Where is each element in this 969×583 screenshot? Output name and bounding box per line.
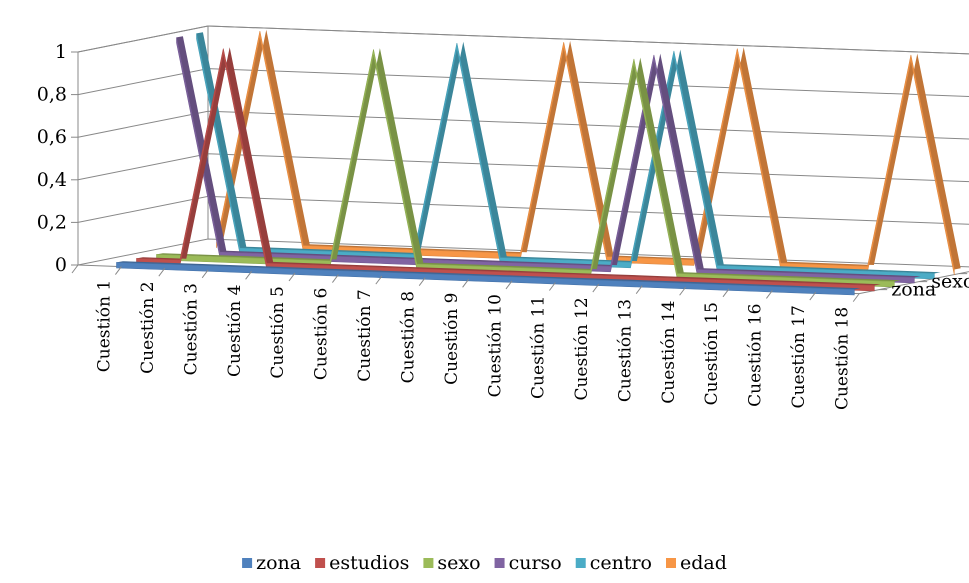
x-tick-mark — [679, 286, 686, 296]
legend-swatch — [494, 558, 505, 568]
series-zona — [116, 261, 861, 296]
x-tick-mark — [766, 290, 773, 299]
depth-tick-label: sexo — [931, 271, 969, 293]
x-tick-label: Cuestión 8 — [399, 291, 419, 383]
x-tick-mark — [158, 267, 166, 277]
series-sexo — [156, 48, 901, 288]
x-tick-label: Cuestión 10 — [485, 294, 505, 397]
x-tick-mark — [418, 277, 426, 287]
legend-swatch — [666, 558, 676, 568]
gridline — [77, 25, 969, 55]
series-line — [156, 49, 895, 288]
x-tick-label: Cuestión 13 — [615, 299, 635, 402]
x-tick-mark — [288, 272, 296, 282]
x-tick-mark — [245, 271, 253, 280]
x-tick-label: Cuestión 7 — [355, 289, 375, 381]
series-edad — [216, 29, 961, 276]
x-tick-mark — [331, 274, 339, 283]
legend-item-centro: centro — [575, 552, 652, 574]
x-tick-mark — [71, 264, 79, 274]
legend-label: zona — [256, 552, 301, 574]
series-line — [116, 262, 855, 296]
x-axis-ticks: Cuestión 1 Cuestión 2 Cuestión 3 Cuestión 4… — [71, 264, 860, 410]
legend-swatch — [423, 558, 434, 568]
x-tick-mark — [201, 269, 209, 279]
y-tick-label: 0,2 — [37, 211, 67, 233]
x-tick-mark — [852, 293, 860, 302]
legend-item-sexo: sexo — [423, 552, 481, 574]
x-tick-label: Cuestión 6 — [312, 288, 332, 380]
legend-swatch — [242, 558, 253, 568]
legend-label: estudios — [329, 552, 409, 574]
legend-item-curso: curso — [494, 552, 562, 574]
x-tick-mark — [549, 282, 556, 291]
y-tick-label: 0 — [55, 254, 67, 276]
y-tick-label: 0,6 — [37, 126, 67, 148]
x-tick-mark — [809, 291, 817, 301]
legend-label: edad — [680, 552, 727, 574]
x-tick-label: Cuestión 4 — [225, 285, 245, 377]
depth-tick-label: zona — [891, 279, 936, 301]
legend-item-edad: edad — [666, 552, 727, 574]
legend-label: centro — [590, 552, 652, 574]
x-tick-label: Cuestión 12 — [572, 297, 592, 400]
legend-swatch — [315, 558, 326, 568]
x-tick-label: Cuestión 17 — [789, 305, 809, 408]
x-tick-label: Cuestión 16 — [746, 304, 766, 407]
series-ribbon-top — [216, 29, 961, 270]
legend-swatch — [575, 558, 586, 568]
x-tick-mark — [375, 275, 383, 285]
x-tick-label: Cuestión 2 — [138, 281, 158, 373]
series-ribbon-top — [156, 48, 901, 282]
gridline — [77, 110, 969, 140]
series-line — [216, 30, 955, 276]
x-tick-label: Cuestión 5 — [268, 286, 288, 378]
chart-walls — [77, 25, 969, 295]
y-tick-label: 1 — [55, 41, 67, 63]
x-tick-mark — [722, 288, 730, 298]
x-tick-mark — [115, 266, 122, 275]
legend-item-estudios: estudios — [315, 552, 409, 574]
y-tick-label: 0,4 — [37, 169, 67, 191]
x-tick-label: Cuestión 1 — [95, 280, 115, 372]
legend-item-zona: zona — [242, 552, 301, 574]
legend-label: curso — [509, 552, 562, 574]
series-group — [116, 29, 961, 296]
legend: zona estudios sexo curso centro edad — [242, 552, 727, 574]
x-tick-label: Cuestión 11 — [529, 296, 549, 399]
series-ribbon-top — [116, 261, 861, 290]
gridline — [77, 153, 969, 183]
legend-label: sexo — [437, 552, 480, 574]
x-tick-mark — [635, 285, 643, 294]
x-tick-label: Cuestión 3 — [181, 283, 201, 375]
x-tick-label: Cuestión 18 — [833, 307, 853, 410]
x-tick-mark — [462, 279, 470, 288]
x-tick-mark — [592, 283, 600, 293]
x-tick-label: Cuestión 15 — [702, 302, 722, 405]
x-tick-mark — [505, 280, 513, 290]
x-tick-label: Cuestión 14 — [659, 301, 679, 404]
y-tick-label: 0,8 — [37, 84, 67, 106]
x-tick-label: Cuestión 9 — [442, 293, 462, 385]
y-axis-ticks: 0 0,2 0,4 0,6 0,8 1 — [37, 41, 78, 276]
depth-axis-ticks: zonasexocentro — [879, 271, 969, 301]
